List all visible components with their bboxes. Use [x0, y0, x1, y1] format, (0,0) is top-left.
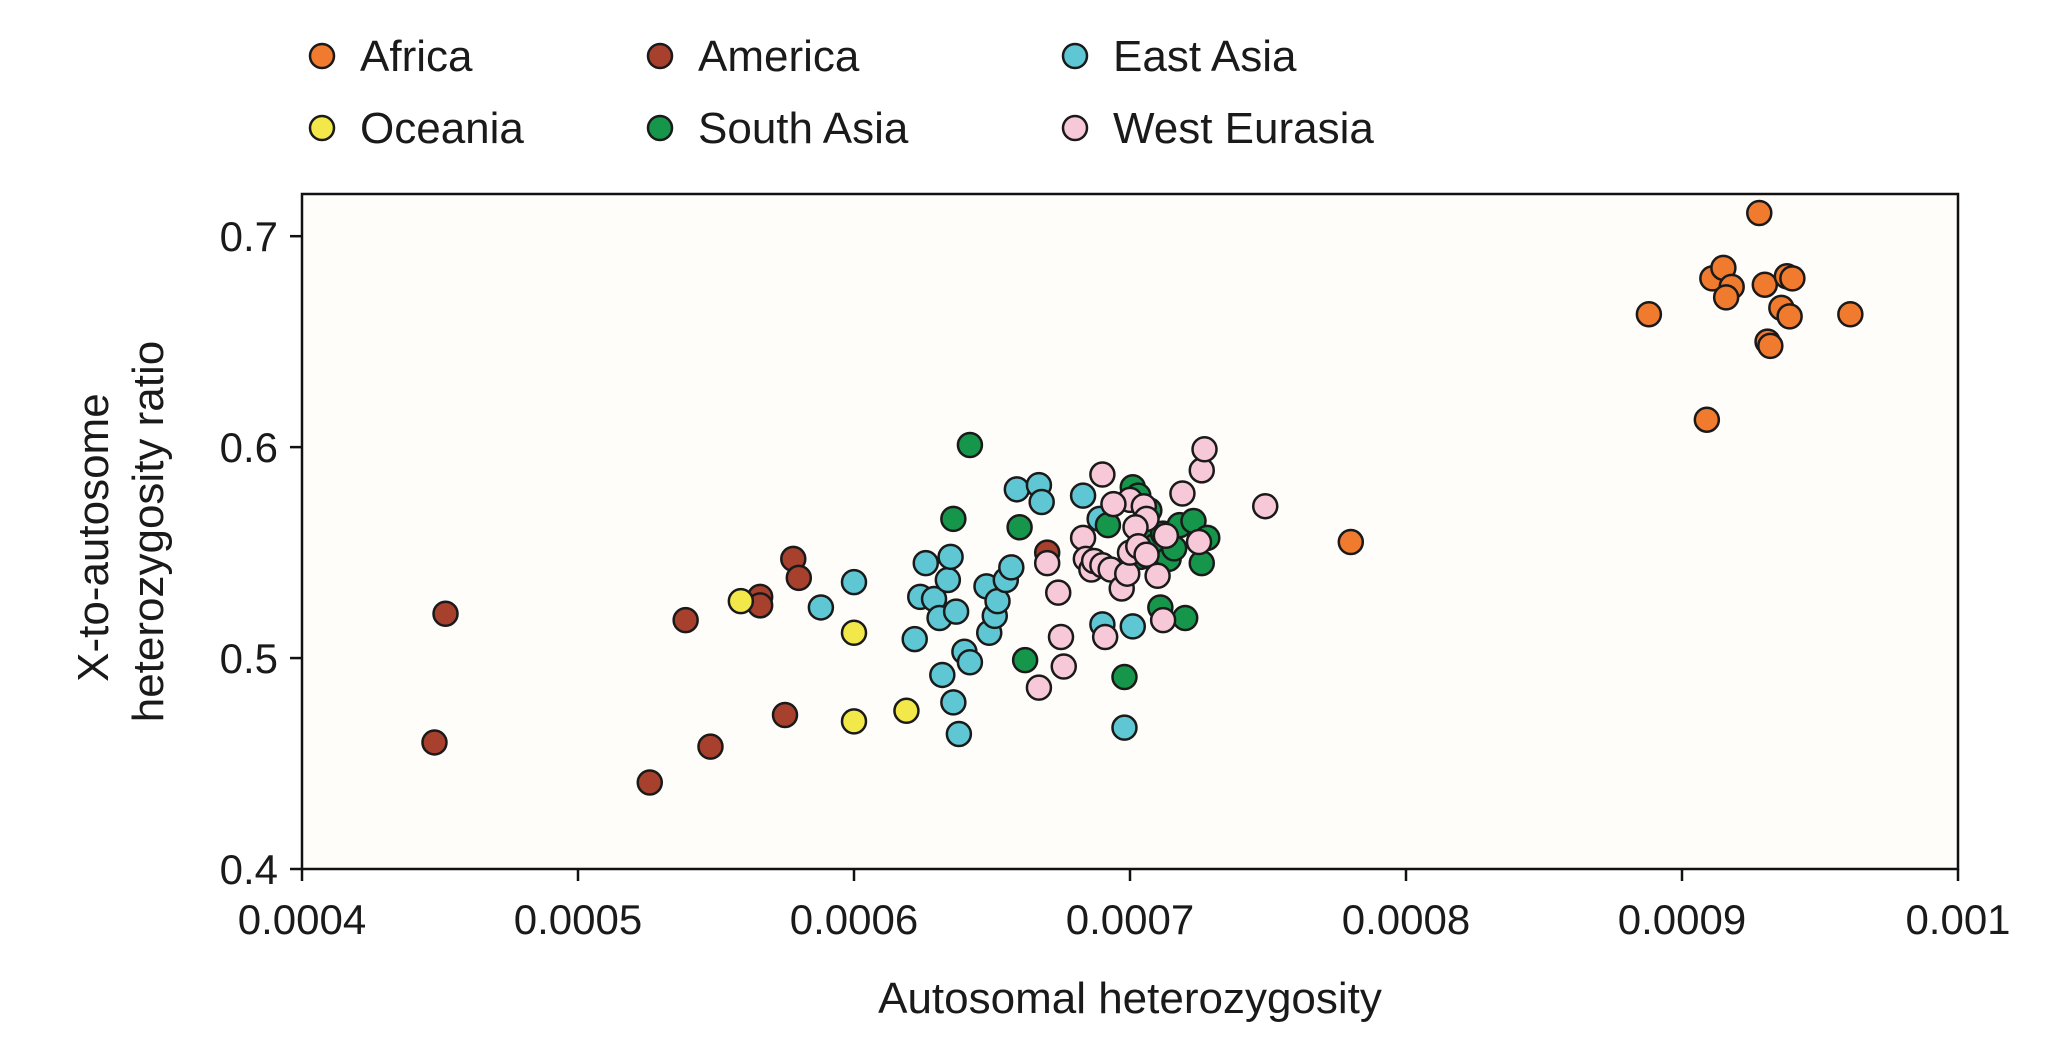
data-point-east-asia — [942, 598, 970, 625]
x-tick-label: 0.0004 — [238, 896, 366, 943]
data-point-america — [697, 733, 724, 760]
data-point-west-eurasia — [1100, 490, 1127, 518]
x-tick-label: 0.0007 — [1066, 896, 1194, 943]
data-point-south-asia — [1006, 514, 1033, 541]
data-point-oceania — [893, 697, 920, 725]
data-point-west-eurasia — [1152, 522, 1180, 549]
legend-label-south-asia: South Asia — [698, 104, 909, 153]
data-point-south-asia — [1171, 604, 1199, 632]
data-point-america — [771, 701, 799, 729]
data-point-east-asia — [945, 720, 973, 748]
data-point-east-asia — [1111, 714, 1138, 741]
data-point-east-asia — [937, 543, 964, 571]
data-point-east-asia — [1119, 613, 1147, 640]
data-point-east-asia — [840, 568, 868, 596]
data-point-east-asia — [940, 689, 967, 716]
legend-marker-africa — [308, 42, 336, 70]
legend-marker-america — [646, 42, 674, 70]
data-point-west-eurasia — [1033, 549, 1061, 577]
data-point-west-eurasia — [1091, 623, 1119, 651]
legend-label-west-eurasia: West Eurasia — [1113, 104, 1374, 153]
y-axis-label-line-1: X-to-autosome — [69, 393, 118, 682]
data-point-east-asia — [912, 549, 940, 577]
legend-label-oceania: Oceania — [360, 104, 524, 153]
data-point-west-eurasia — [1133, 541, 1160, 568]
data-point-africa — [1693, 406, 1721, 433]
x-tick-label: 0.001 — [1905, 896, 2010, 943]
y-tick-label: 0.6 — [220, 424, 278, 471]
data-point-east-asia — [956, 649, 984, 676]
legend-label-africa: Africa — [360, 32, 473, 81]
data-point-america — [432, 600, 459, 628]
data-point-west-eurasia — [1149, 606, 1177, 634]
data-point-west-eurasia — [1050, 653, 1078, 680]
legend-marker-oceania — [308, 114, 336, 142]
data-point-africa — [1837, 300, 1864, 328]
legend-label-america: America — [698, 32, 860, 81]
data-point-south-asia — [940, 505, 967, 533]
data-point-east-asia — [1003, 476, 1031, 503]
data-point-america — [421, 729, 448, 756]
y-axis-label: X-to-autosome heterozygosity ratio — [69, 341, 173, 723]
y-tick-label: 0.5 — [220, 635, 278, 682]
x-tick-label: 0.0006 — [790, 896, 918, 943]
y-axis-label-line-2: heterozygosity ratio — [124, 341, 173, 723]
data-point-east-asia — [901, 625, 928, 653]
data-point-africa — [1779, 265, 1806, 292]
data-point-west-eurasia — [1025, 674, 1053, 701]
data-point-east-asia — [929, 661, 956, 689]
data-point-west-eurasia — [1251, 492, 1279, 520]
data-point-africa — [1751, 271, 1779, 298]
y-tick-label: 0.4 — [220, 846, 278, 893]
data-point-east-asia — [1028, 488, 1055, 516]
data-point-west-eurasia — [1191, 435, 1218, 463]
y-tick-label: 0.7 — [220, 213, 278, 260]
legend-label-east-asia: East Asia — [1113, 32, 1297, 81]
data-point-south-asia — [1111, 663, 1138, 691]
data-point-east-asia — [1069, 482, 1097, 509]
data-point-south-asia — [956, 431, 984, 459]
data-point-west-eurasia — [1047, 623, 1075, 651]
data-point-africa — [1746, 199, 1773, 227]
data-point-africa — [1776, 303, 1803, 330]
data-point-west-eurasia — [1044, 579, 1072, 606]
data-point-africa — [1712, 284, 1740, 311]
data-point-oceania — [840, 708, 868, 735]
data-point-west-eurasia — [1169, 480, 1196, 507]
data-point-oceania — [727, 587, 755, 615]
legend: Africa America East Asia Oceania South Asia W… — [308, 32, 1374, 153]
data-point-america — [636, 769, 664, 796]
x-axis-ticks: 0.0004 0.0005 0.0006 0.0007 0.0008 0.0009 0.00… — [238, 869, 2011, 943]
data-point-america — [672, 606, 699, 634]
data-point-africa — [1757, 332, 1784, 360]
data-point-west-eurasia — [1089, 461, 1116, 488]
data-point-america — [785, 564, 813, 592]
legend-marker-west-eurasia — [1061, 114, 1089, 142]
data-point-oceania — [840, 619, 868, 646]
data-point-west-eurasia — [1144, 562, 1171, 590]
data-point-africa — [1635, 300, 1663, 328]
legend-marker-south-asia — [646, 114, 674, 142]
x-tick-label: 0.0009 — [1618, 896, 1746, 943]
legend-marker-east-asia — [1061, 42, 1089, 70]
data-point-south-asia — [1011, 646, 1039, 674]
x-tick-label: 0.0008 — [1342, 896, 1470, 943]
x-tick-label: 0.0005 — [514, 896, 642, 943]
x-axis-label: Autosomal heterozygosity — [878, 974, 1382, 1023]
data-point-west-eurasia — [1185, 528, 1213, 556]
data-point-east-asia — [807, 594, 835, 621]
y-axis-ticks: 0.4 0.5 0.6 0.7 — [220, 213, 302, 893]
data-point-east-asia — [998, 554, 1025, 581]
data-points — [421, 199, 1864, 796]
data-point-africa — [1337, 528, 1365, 556]
data-point-east-asia — [934, 566, 962, 594]
